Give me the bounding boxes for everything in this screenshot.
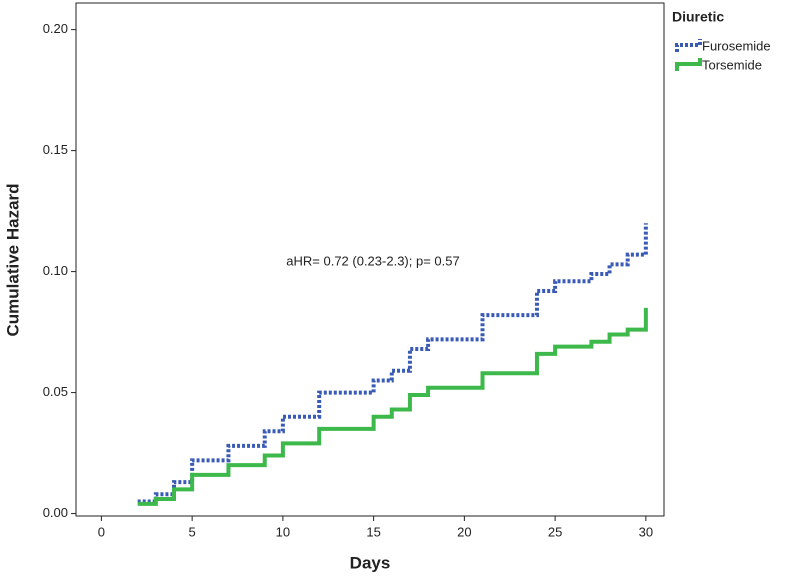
x-tick-label: 25 xyxy=(548,524,562,539)
y-tick-label: 0.00 xyxy=(43,505,68,520)
legend-title: Diuretic xyxy=(672,9,724,25)
legend-swatch xyxy=(675,58,702,71)
y-tick-label: 0.10 xyxy=(43,263,68,278)
y-tick-label: 0.20 xyxy=(43,21,68,36)
legend-swatch xyxy=(675,39,702,52)
step-line xyxy=(137,223,648,504)
x-tick-label: 20 xyxy=(457,524,471,539)
x-tick-label: 10 xyxy=(276,524,290,539)
legend-label: Furosemide xyxy=(702,38,771,53)
x-tick-label: 15 xyxy=(366,524,380,539)
y-tick-label: 0.05 xyxy=(43,384,68,399)
x-tick-label: 0 xyxy=(98,524,105,539)
x-tick-label: 30 xyxy=(639,524,653,539)
step-line xyxy=(137,307,648,506)
x-axis-title: Days xyxy=(350,553,391,572)
annotation: aHR= 0.72 (0.23-2.3); p= 0.57 xyxy=(286,253,459,268)
x-tick-label: 5 xyxy=(189,524,196,539)
plot-frame xyxy=(75,2,665,517)
legend-label: Torsemide xyxy=(702,57,762,72)
y-tick-label: 0.15 xyxy=(43,142,68,157)
y-axis-title: Cumulative Hazard xyxy=(3,183,22,336)
